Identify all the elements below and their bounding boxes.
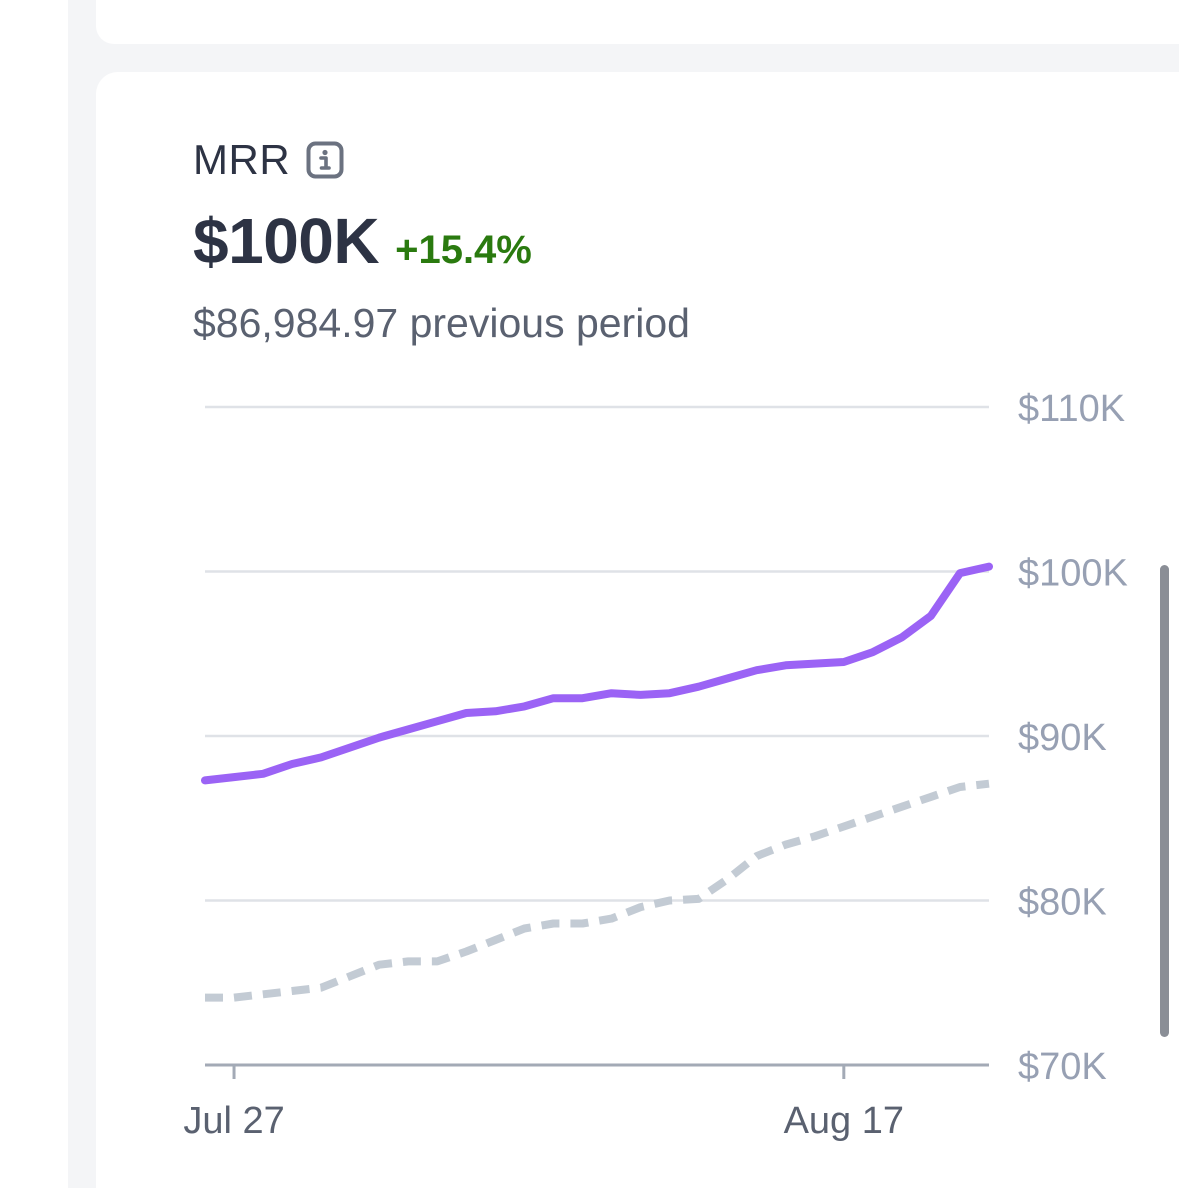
series-layer [201,562,993,1002]
metric-change: +15.4% [395,228,532,272]
metric-value-row: $100K +15.4% [193,204,532,278]
metric-title: MRR [193,136,291,183]
left-margin-strip [0,0,68,1188]
previous-card [96,0,1179,44]
x-tick-label: Jul 27 [183,1100,284,1142]
metric-value: $100K [193,205,380,277]
previous-period-line [205,779,990,1002]
metric-previous-period: $86,984.97 previous period [193,300,690,346]
y-tick-label: $70K [1018,1046,1107,1088]
y-tick-label: $80K [1018,882,1107,924]
label-layer: $110K $100K $90K $80K $70K Jul 27 Aug 17 [183,388,1128,1142]
y-tick-label: $100K [1018,553,1128,595]
y-tick-label: $110K [1018,388,1125,430]
metric-header: MRR [193,136,344,184]
scrollbar-thumb[interactable] [1160,565,1169,1037]
info-icon[interactable] [306,141,344,179]
mrr-card[interactable] [96,72,1179,1188]
grid-layer [205,405,989,1079]
x-tick-label: Aug 17 [784,1100,904,1142]
y-tick-label: $90K [1018,717,1107,759]
current-period-line [201,562,993,785]
